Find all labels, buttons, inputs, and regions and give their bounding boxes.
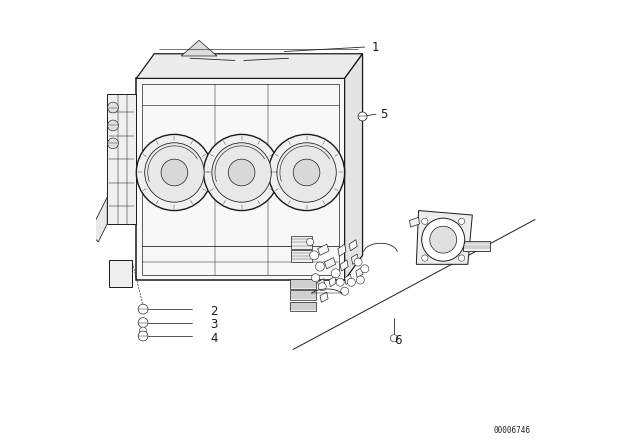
- Circle shape: [336, 278, 344, 286]
- Text: 00006746: 00006746: [493, 426, 531, 435]
- Polygon shape: [435, 241, 442, 251]
- Text: 2: 2: [210, 305, 218, 318]
- Circle shape: [136, 134, 212, 211]
- Circle shape: [307, 238, 314, 246]
- Circle shape: [312, 274, 319, 282]
- Circle shape: [140, 327, 147, 334]
- Polygon shape: [356, 267, 363, 278]
- Polygon shape: [428, 229, 436, 240]
- Text: 3: 3: [210, 318, 218, 332]
- Circle shape: [348, 278, 355, 286]
- Circle shape: [430, 226, 457, 253]
- Circle shape: [108, 120, 118, 131]
- Circle shape: [356, 276, 364, 284]
- Polygon shape: [136, 54, 363, 78]
- Circle shape: [318, 283, 326, 291]
- Text: 5: 5: [380, 108, 388, 121]
- Polygon shape: [136, 78, 345, 280]
- Polygon shape: [291, 250, 312, 262]
- Polygon shape: [108, 94, 136, 224]
- Polygon shape: [324, 258, 336, 269]
- Polygon shape: [345, 274, 352, 284]
- Text: 6: 6: [394, 334, 401, 347]
- Polygon shape: [349, 240, 357, 251]
- Circle shape: [161, 159, 188, 186]
- Circle shape: [145, 143, 204, 202]
- Text: 1: 1: [371, 40, 379, 54]
- Polygon shape: [289, 279, 316, 289]
- Polygon shape: [410, 217, 419, 227]
- Circle shape: [228, 159, 255, 186]
- Polygon shape: [291, 236, 312, 249]
- Polygon shape: [289, 302, 316, 311]
- Circle shape: [422, 218, 428, 224]
- Circle shape: [340, 287, 349, 295]
- Polygon shape: [317, 244, 329, 255]
- Polygon shape: [320, 292, 328, 302]
- Polygon shape: [329, 276, 336, 287]
- Circle shape: [458, 218, 465, 224]
- Circle shape: [310, 251, 319, 260]
- Polygon shape: [463, 241, 490, 251]
- Polygon shape: [340, 260, 348, 271]
- Polygon shape: [289, 290, 316, 300]
- Circle shape: [354, 258, 362, 266]
- Circle shape: [422, 255, 428, 261]
- Circle shape: [212, 143, 271, 202]
- Polygon shape: [338, 244, 346, 256]
- Circle shape: [138, 331, 148, 341]
- Polygon shape: [181, 40, 217, 56]
- Text: 4: 4: [210, 332, 218, 345]
- Circle shape: [361, 265, 369, 273]
- Circle shape: [316, 262, 324, 271]
- Polygon shape: [345, 54, 363, 280]
- Circle shape: [458, 255, 465, 261]
- Polygon shape: [109, 260, 132, 287]
- Circle shape: [138, 318, 148, 327]
- Circle shape: [138, 304, 148, 314]
- Polygon shape: [90, 197, 108, 242]
- Circle shape: [422, 218, 465, 261]
- Circle shape: [108, 102, 118, 113]
- Circle shape: [293, 159, 320, 186]
- Circle shape: [358, 112, 367, 121]
- Circle shape: [332, 269, 340, 278]
- Circle shape: [269, 134, 344, 211]
- Circle shape: [108, 138, 118, 149]
- Circle shape: [390, 335, 397, 342]
- Circle shape: [277, 143, 336, 202]
- Polygon shape: [317, 279, 325, 289]
- Polygon shape: [351, 254, 358, 264]
- Polygon shape: [417, 211, 472, 264]
- Circle shape: [204, 134, 280, 211]
